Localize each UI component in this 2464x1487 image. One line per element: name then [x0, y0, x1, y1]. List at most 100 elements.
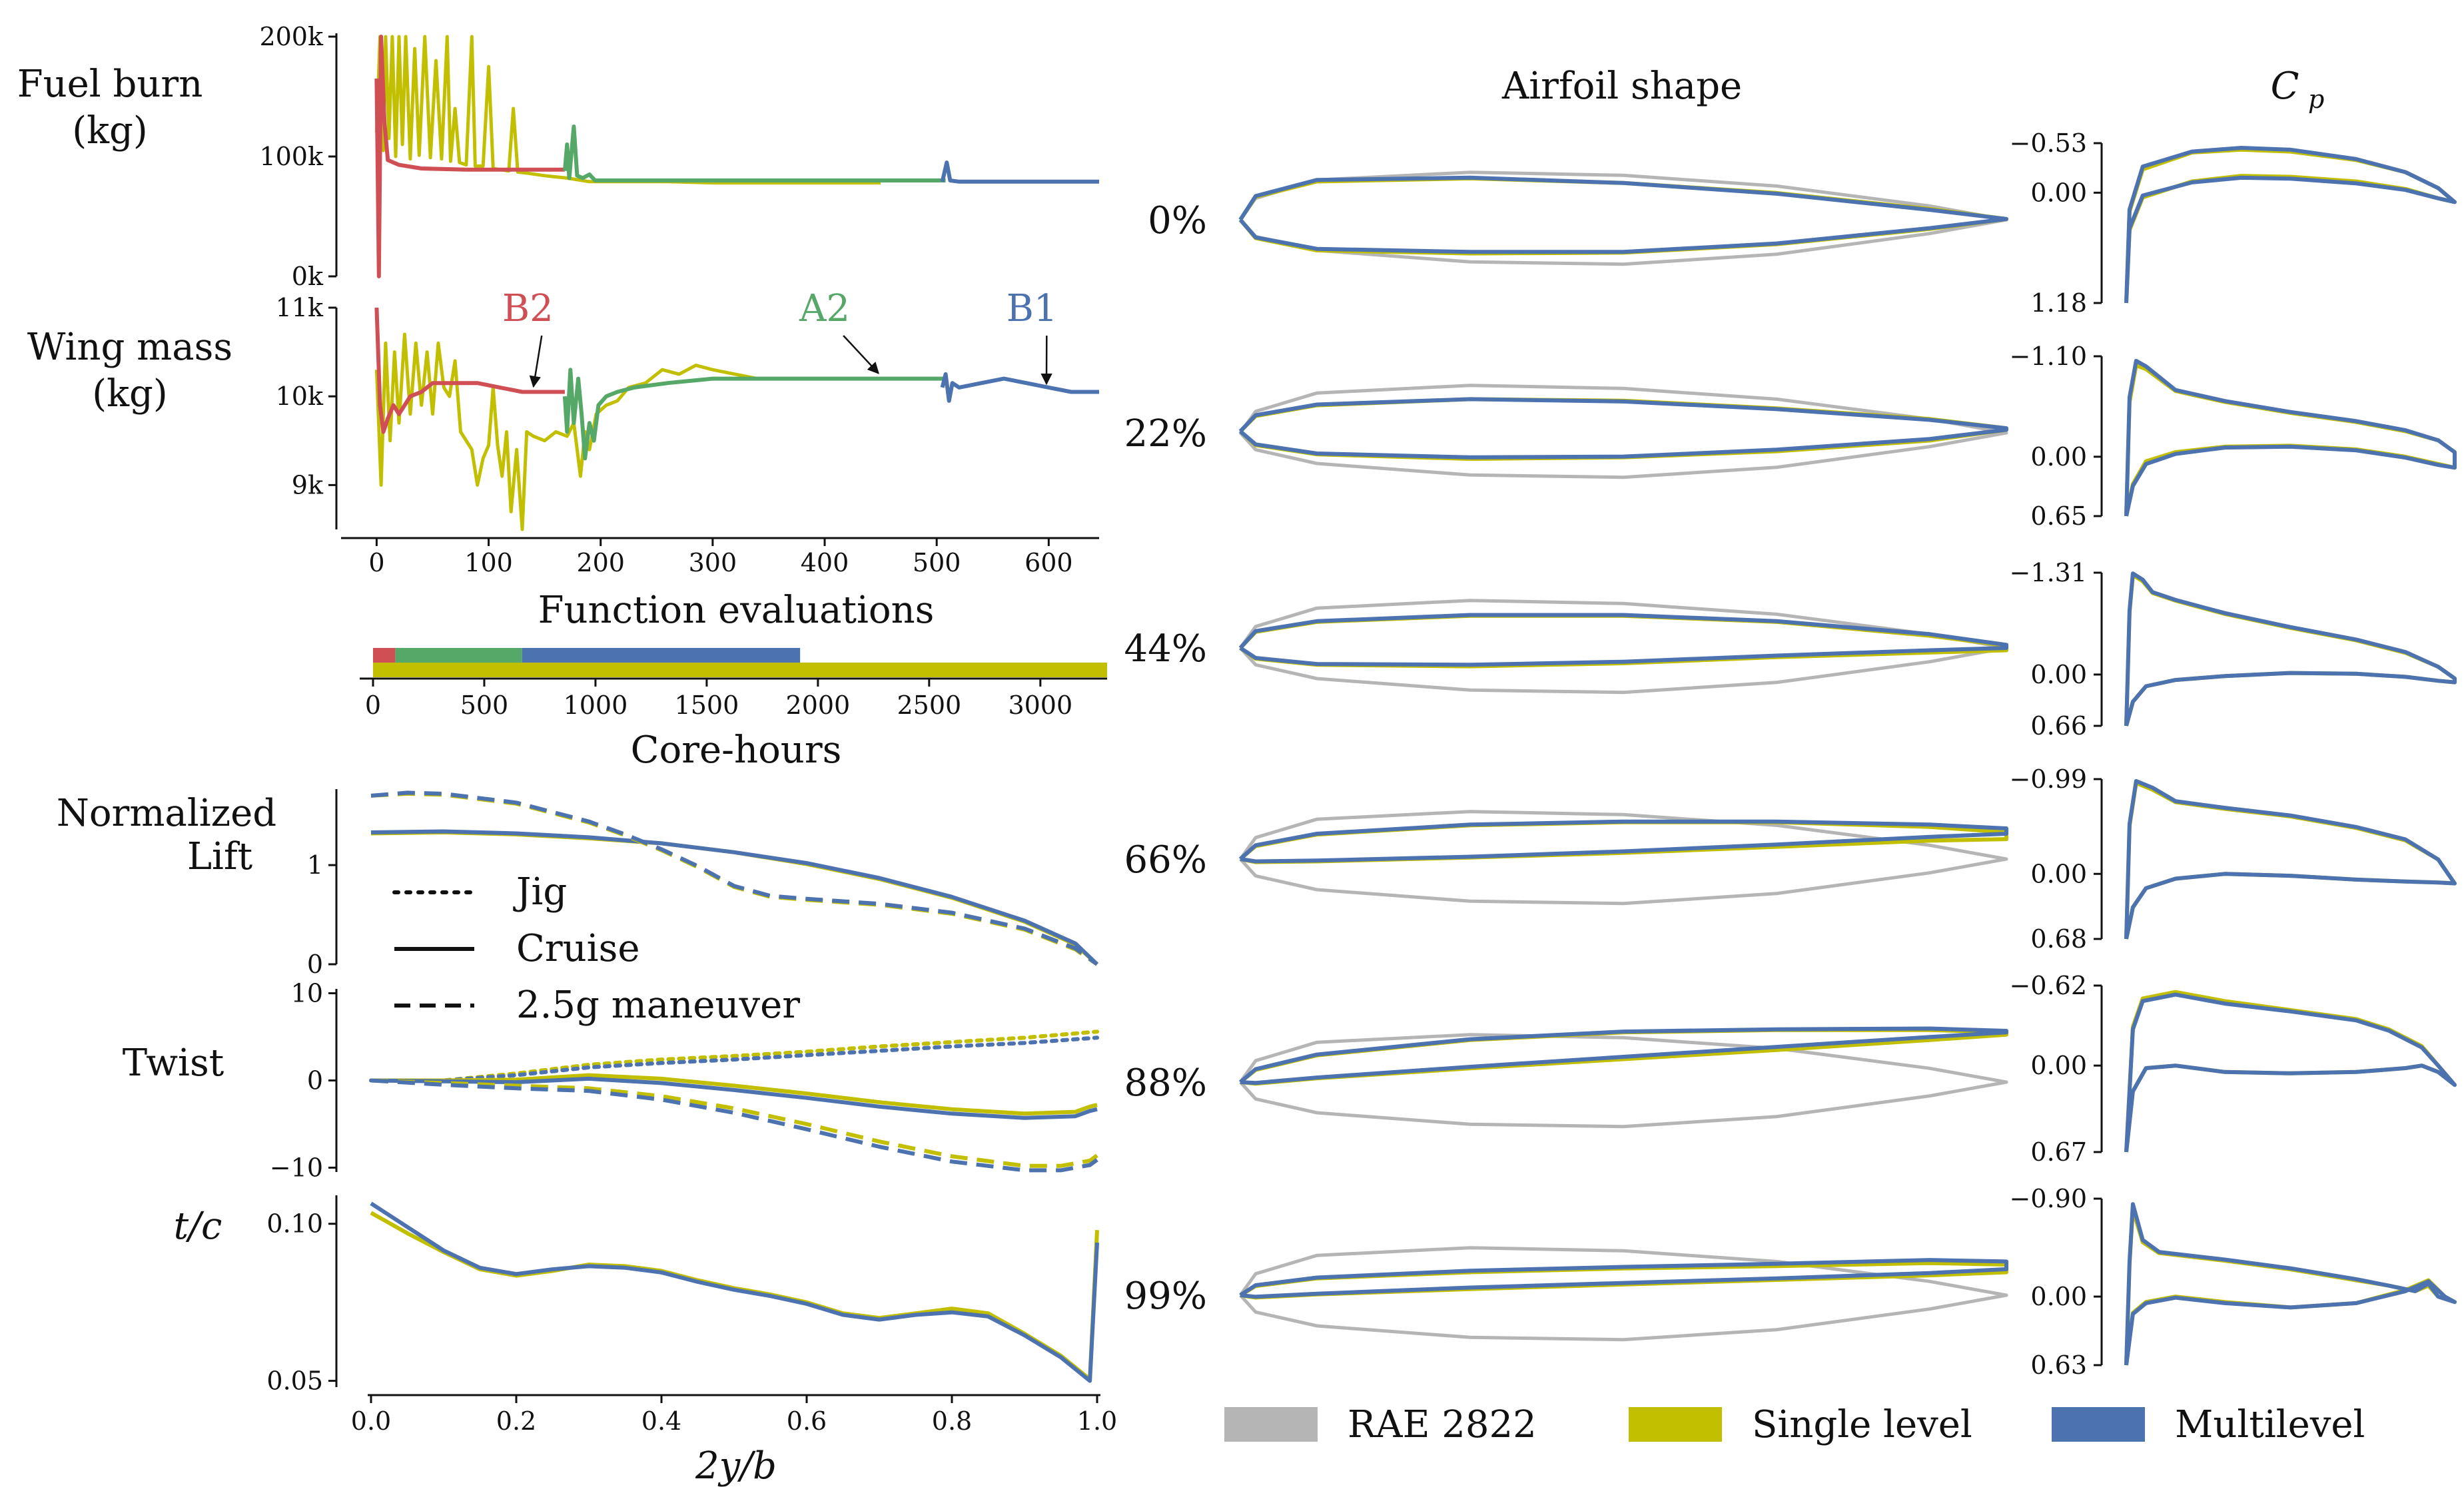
line-style-legend-label: Cruise — [516, 927, 639, 970]
cp-ytick-label: 0.00 — [2030, 1282, 2087, 1311]
wing-mass-ytick-label: 11k — [276, 293, 324, 322]
function-evaluations-xtick-label: 500 — [913, 548, 961, 577]
wing-mass-ytick-label: 10k — [276, 382, 324, 411]
twist-axis: −10 0 10 — [270, 979, 338, 1182]
function-evaluations-xtick-label: 300 — [689, 548, 737, 577]
cp-title-subscript: p — [2308, 85, 2324, 114]
thickness-ytick-label: 0.05 — [266, 1366, 323, 1396]
annotation-b1: B1 — [1007, 287, 1058, 330]
cp-ytick-label: −0.53 — [2010, 129, 2087, 158]
airfoil-single-outline — [1238, 397, 2008, 461]
core-hours-bar-b2 — [373, 648, 396, 663]
fuel-burn-ylabel: Fuel burn — [17, 63, 203, 106]
legend-label: Single level — [1752, 1403, 1972, 1446]
wing-mass-series-a2 — [562, 368, 946, 461]
twist-series-single-maneuver — [370, 1078, 1098, 1168]
annotation-a2: A2 — [799, 287, 850, 330]
lift-ytick-label: 0 — [307, 950, 323, 979]
cp-ytick-label: 0.67 — [2030, 1137, 2087, 1167]
cp-multi-curve — [2124, 146, 2457, 304]
cp-ytick-label: 0.65 — [2030, 501, 2087, 531]
fuel-burn-ytick-label: 100k — [259, 142, 324, 171]
cp-multi-curve — [2124, 992, 2457, 1153]
fuel-burn-series-b1 — [940, 160, 1099, 184]
core-hours-xtick-label: 2500 — [897, 691, 961, 720]
span-xtick-label: 0.6 — [787, 1406, 827, 1436]
wing-mass-series-b1 — [940, 372, 1099, 403]
lift-ylabel-2: Lift — [187, 835, 253, 878]
twist-ylabel: Twist — [123, 1041, 224, 1085]
core-hours-xtick-label: 2000 — [786, 691, 851, 720]
span-xtick-label: 0.8 — [932, 1406, 972, 1436]
fuel-burn-series-single-level — [374, 35, 881, 185]
function-evaluations-xtick-label: 0 — [368, 548, 384, 577]
annotation-arrow — [529, 335, 543, 388]
core-hours-xtick-label: 1000 — [564, 691, 628, 720]
fuel-burn-series-a2 — [562, 125, 946, 182]
thickness-series-multilevel — [370, 1201, 1099, 1383]
wing-mass-ylabel: Wing mass — [27, 326, 232, 369]
airfoil-multi-outline — [1238, 175, 2008, 254]
cp-ytick-label: 0.00 — [2030, 660, 2087, 689]
core-hours-bar-a2 — [395, 648, 522, 663]
line-style-legend-label: Jig — [513, 870, 567, 914]
cp-ytick-label: −0.99 — [2010, 764, 2087, 794]
function-evaluations-xlabel: Function evaluations — [538, 589, 935, 632]
lift-series-multi-maneuver — [370, 790, 1098, 966]
twist-ytick-label: 10 — [291, 979, 323, 1008]
airfoil-single-outline — [1238, 176, 2008, 256]
cp-ytick-label: 0.00 — [2030, 442, 2087, 471]
cp-ytick-label: 1.18 — [2030, 288, 2087, 318]
airfoil-multi-outline — [1239, 1258, 2008, 1299]
lift-ytick-label: 1 — [307, 850, 323, 880]
fuel-burn-series-b2 — [374, 35, 565, 278]
core-hours-xlabel: Core-hours — [631, 729, 842, 772]
airfoil-rae-outline — [1238, 1246, 2008, 1342]
wing-mass-series-single-level — [374, 332, 881, 531]
annotation-b2: B2 — [502, 287, 554, 330]
core-hours-bar-b1 — [522, 648, 801, 663]
cp-ytick-label: 0.68 — [2030, 924, 2087, 954]
line-style-legend-label: 2.5g maneuver — [516, 984, 800, 1027]
cp-multi-curve — [2124, 571, 2457, 727]
spanwise-station-label: 66% — [1124, 838, 1207, 882]
cp-ytick-label: 0.00 — [2030, 178, 2087, 207]
lift-ylabel: Normalized — [57, 792, 276, 835]
spanwise-station-label: 99% — [1124, 1275, 1207, 1318]
airfoil-multi-outline — [1238, 397, 2008, 459]
lift-series-single-maneuver — [370, 791, 1098, 966]
wing-mass-series-b2 — [374, 307, 565, 434]
cp-title: C — [2271, 65, 2299, 108]
thickness-ylabel: t/c — [174, 1205, 222, 1248]
annotation-arrow — [843, 335, 879, 374]
core-hours-xtick-label: 0 — [365, 691, 381, 720]
cp-ytick-label: −1.31 — [2010, 558, 2087, 587]
legend-swatch-single-level — [1629, 1407, 1722, 1442]
lift-series-multi-cruise — [370, 829, 1099, 966]
thickness-series-single-level — [370, 1211, 1099, 1382]
span-xlabel: 2y/b — [695, 1444, 777, 1487]
fuel-burn-ylabel-unit: (kg) — [72, 109, 147, 152]
twist-series-multi-cruise — [370, 1076, 1098, 1120]
airfoil-single-outline — [1239, 820, 2008, 864]
thickness-axis: 0.05 0.10 — [266, 1195, 338, 1396]
spanwise-station-label: 88% — [1124, 1061, 1207, 1105]
cp-single-curve — [2124, 780, 2457, 940]
cp-ytick-label: 0.00 — [2030, 859, 2087, 888]
spanwise-station-label: 44% — [1124, 627, 1207, 671]
thickness-ytick-label: 0.10 — [266, 1209, 323, 1239]
core-hours-xtick-label: 500 — [460, 691, 509, 720]
cp-multi-curve — [2124, 778, 2457, 940]
airfoil-rae-outline — [1238, 1033, 2008, 1129]
wing-mass-ytick-label: 9k — [292, 470, 324, 499]
twist-series-multi-maneuver — [370, 1078, 1098, 1173]
core-hours-bar-single-level — [373, 663, 1107, 677]
airfoil-multi-outline — [1238, 613, 2008, 667]
span-xtick-label: 0.0 — [351, 1406, 391, 1436]
wing-mass-axis: 9k 10k 11k — [276, 293, 338, 529]
legend-label: RAE 2822 — [1348, 1403, 1537, 1446]
span-xtick-label: 1.0 — [1077, 1406, 1117, 1436]
cp-ytick-label: −1.10 — [2010, 342, 2087, 371]
legend-swatch-rae-2822 — [1224, 1407, 1318, 1442]
